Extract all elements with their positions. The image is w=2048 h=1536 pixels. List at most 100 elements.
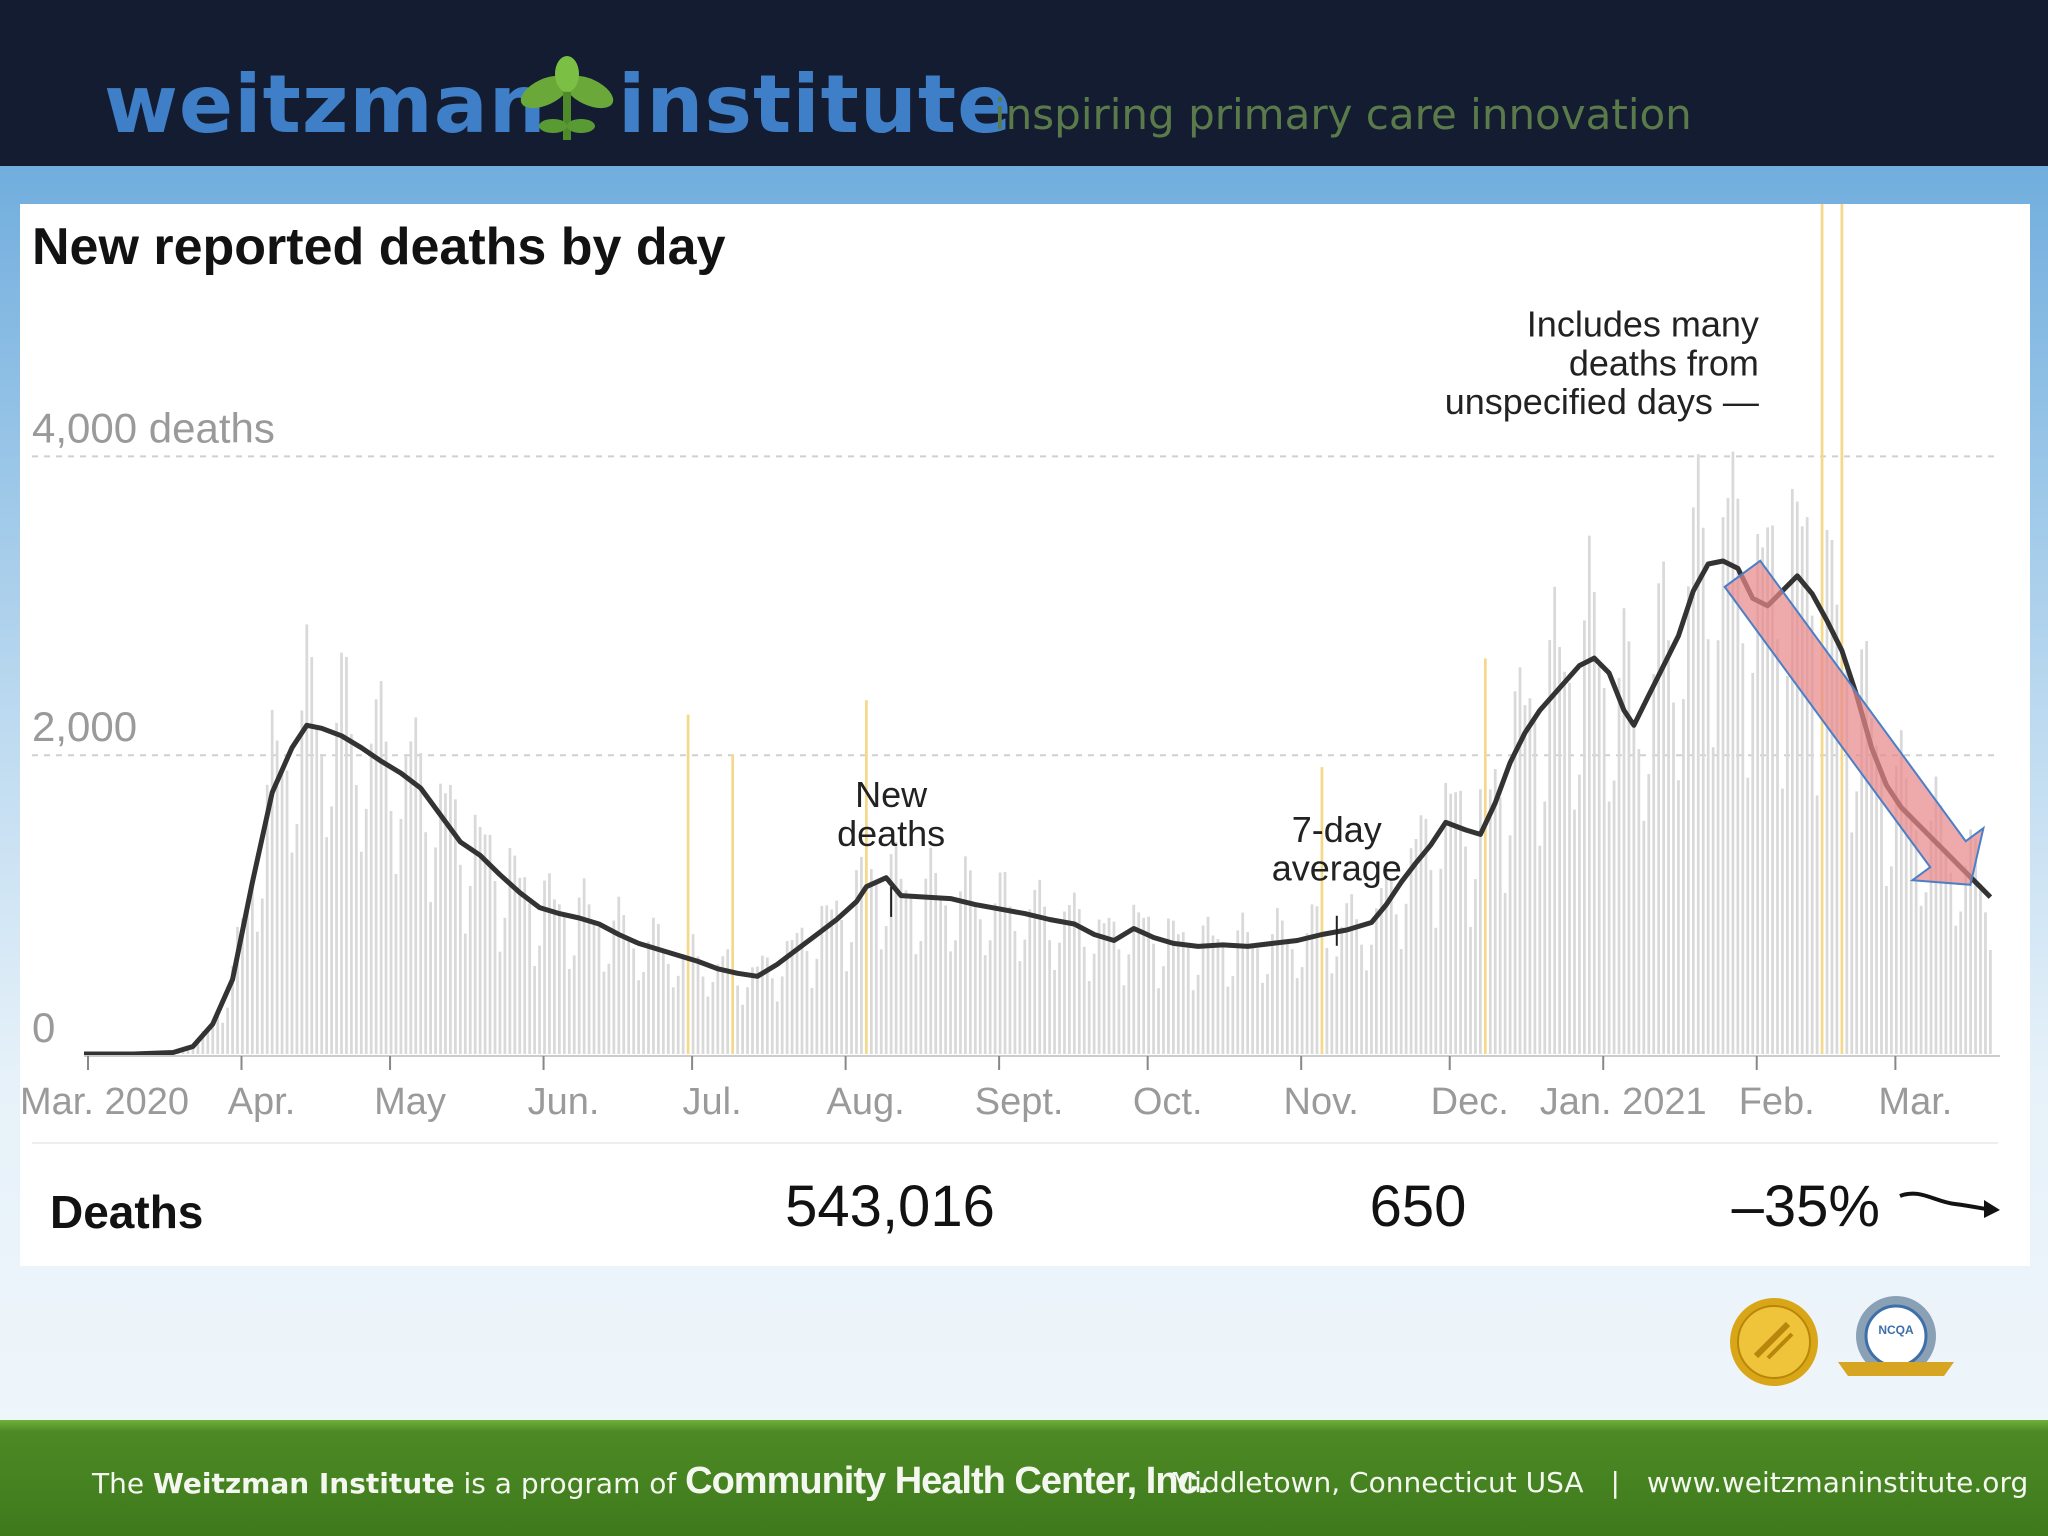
bar (790, 940, 794, 1054)
bar (404, 756, 408, 1054)
bar (439, 783, 442, 1054)
bar (1771, 525, 1774, 1054)
bar (1375, 908, 1378, 1054)
bar (840, 919, 843, 1054)
bar (1652, 674, 1656, 1054)
bar (1370, 944, 1373, 1054)
bar (1686, 586, 1690, 1054)
bar (1657, 583, 1661, 1054)
bar (1538, 845, 1542, 1054)
bar (354, 784, 358, 1054)
bar (1706, 639, 1710, 1054)
bar (661, 950, 665, 1054)
bar (998, 872, 1002, 1054)
bar (785, 941, 789, 1054)
bar (1721, 517, 1725, 1054)
bar (1211, 935, 1215, 1054)
bar (384, 741, 388, 1054)
bar (607, 963, 611, 1054)
bar (1276, 907, 1279, 1054)
footer-prefix: The (92, 1467, 153, 1500)
bar (236, 926, 239, 1054)
bar (1934, 776, 1938, 1054)
brand-name-part2: institute (618, 58, 1013, 151)
bar (968, 870, 972, 1054)
bar (825, 905, 829, 1054)
bar (1102, 923, 1106, 1054)
footer-website-link[interactable]: www.weitzmaninstitute.org (1646, 1466, 2029, 1499)
bar (1553, 586, 1557, 1054)
bar (1162, 966, 1165, 1054)
bar (1340, 926, 1344, 1054)
bar (1201, 925, 1205, 1054)
bar (691, 934, 695, 1054)
bar (949, 951, 952, 1054)
bar (1176, 934, 1180, 1054)
y-tick-label: 4,000 deaths (32, 404, 275, 451)
bar (993, 903, 997, 1054)
bar (250, 883, 254, 1054)
bar (1117, 949, 1121, 1054)
bar (1860, 649, 1864, 1054)
bar (706, 996, 710, 1054)
bar (1563, 671, 1566, 1054)
bar (1850, 832, 1854, 1054)
bar (1172, 920, 1175, 1054)
bar (1459, 790, 1462, 1054)
bar (1543, 801, 1547, 1054)
bar (1474, 879, 1477, 1054)
bar (260, 898, 264, 1054)
bar (424, 832, 428, 1054)
bar (285, 770, 289, 1054)
bar (909, 898, 913, 1054)
bar (1503, 892, 1507, 1054)
bar (860, 856, 863, 1054)
bar (216, 1013, 220, 1054)
bar (1335, 956, 1339, 1054)
bar (1360, 944, 1363, 1054)
bar (1751, 672, 1755, 1054)
bar (711, 981, 715, 1054)
bar (1439, 868, 1443, 1054)
bar (1716, 640, 1720, 1054)
bar (939, 898, 943, 1054)
bar (592, 920, 596, 1054)
bar (1449, 793, 1453, 1054)
bar (1964, 865, 1968, 1054)
annotation-text: Includes many (1527, 303, 1759, 344)
bar (988, 940, 992, 1054)
bar (934, 872, 938, 1054)
bar (577, 897, 581, 1054)
bar (751, 967, 754, 1054)
bar (394, 874, 398, 1054)
bar (1112, 921, 1116, 1054)
bar (295, 823, 299, 1054)
bar (805, 951, 809, 1054)
bar (429, 902, 432, 1054)
trend-arrow (1723, 559, 1985, 886)
bar (874, 883, 878, 1054)
stats-change-percent: –35% (1732, 1174, 1880, 1239)
footer-parent-org: Community Health Center, Inc. (685, 1460, 1208, 1502)
brand-name-part1: weitzman (104, 58, 547, 151)
ncqa-seal-icon: NCQA (1838, 1296, 1954, 1376)
bar (1840, 204, 1844, 1055)
bar (1662, 561, 1665, 1054)
bar (1305, 933, 1309, 1054)
bar (855, 870, 858, 1054)
bar (1513, 691, 1517, 1054)
bar (1790, 488, 1794, 1054)
bar (1805, 517, 1809, 1054)
bar (543, 880, 546, 1054)
bar (1414, 838, 1418, 1054)
annotation-text: 7-day (1292, 809, 1382, 850)
bar (1820, 204, 1824, 1055)
bar (1939, 805, 1943, 1054)
bar (1454, 792, 1458, 1054)
footer-org-name: Weitzman Institute (152, 1467, 455, 1500)
bar (364, 808, 368, 1054)
x-tick-label: May (374, 1081, 446, 1123)
joint-commission-seal-icon (1730, 1298, 1818, 1386)
bar (1533, 720, 1537, 1054)
